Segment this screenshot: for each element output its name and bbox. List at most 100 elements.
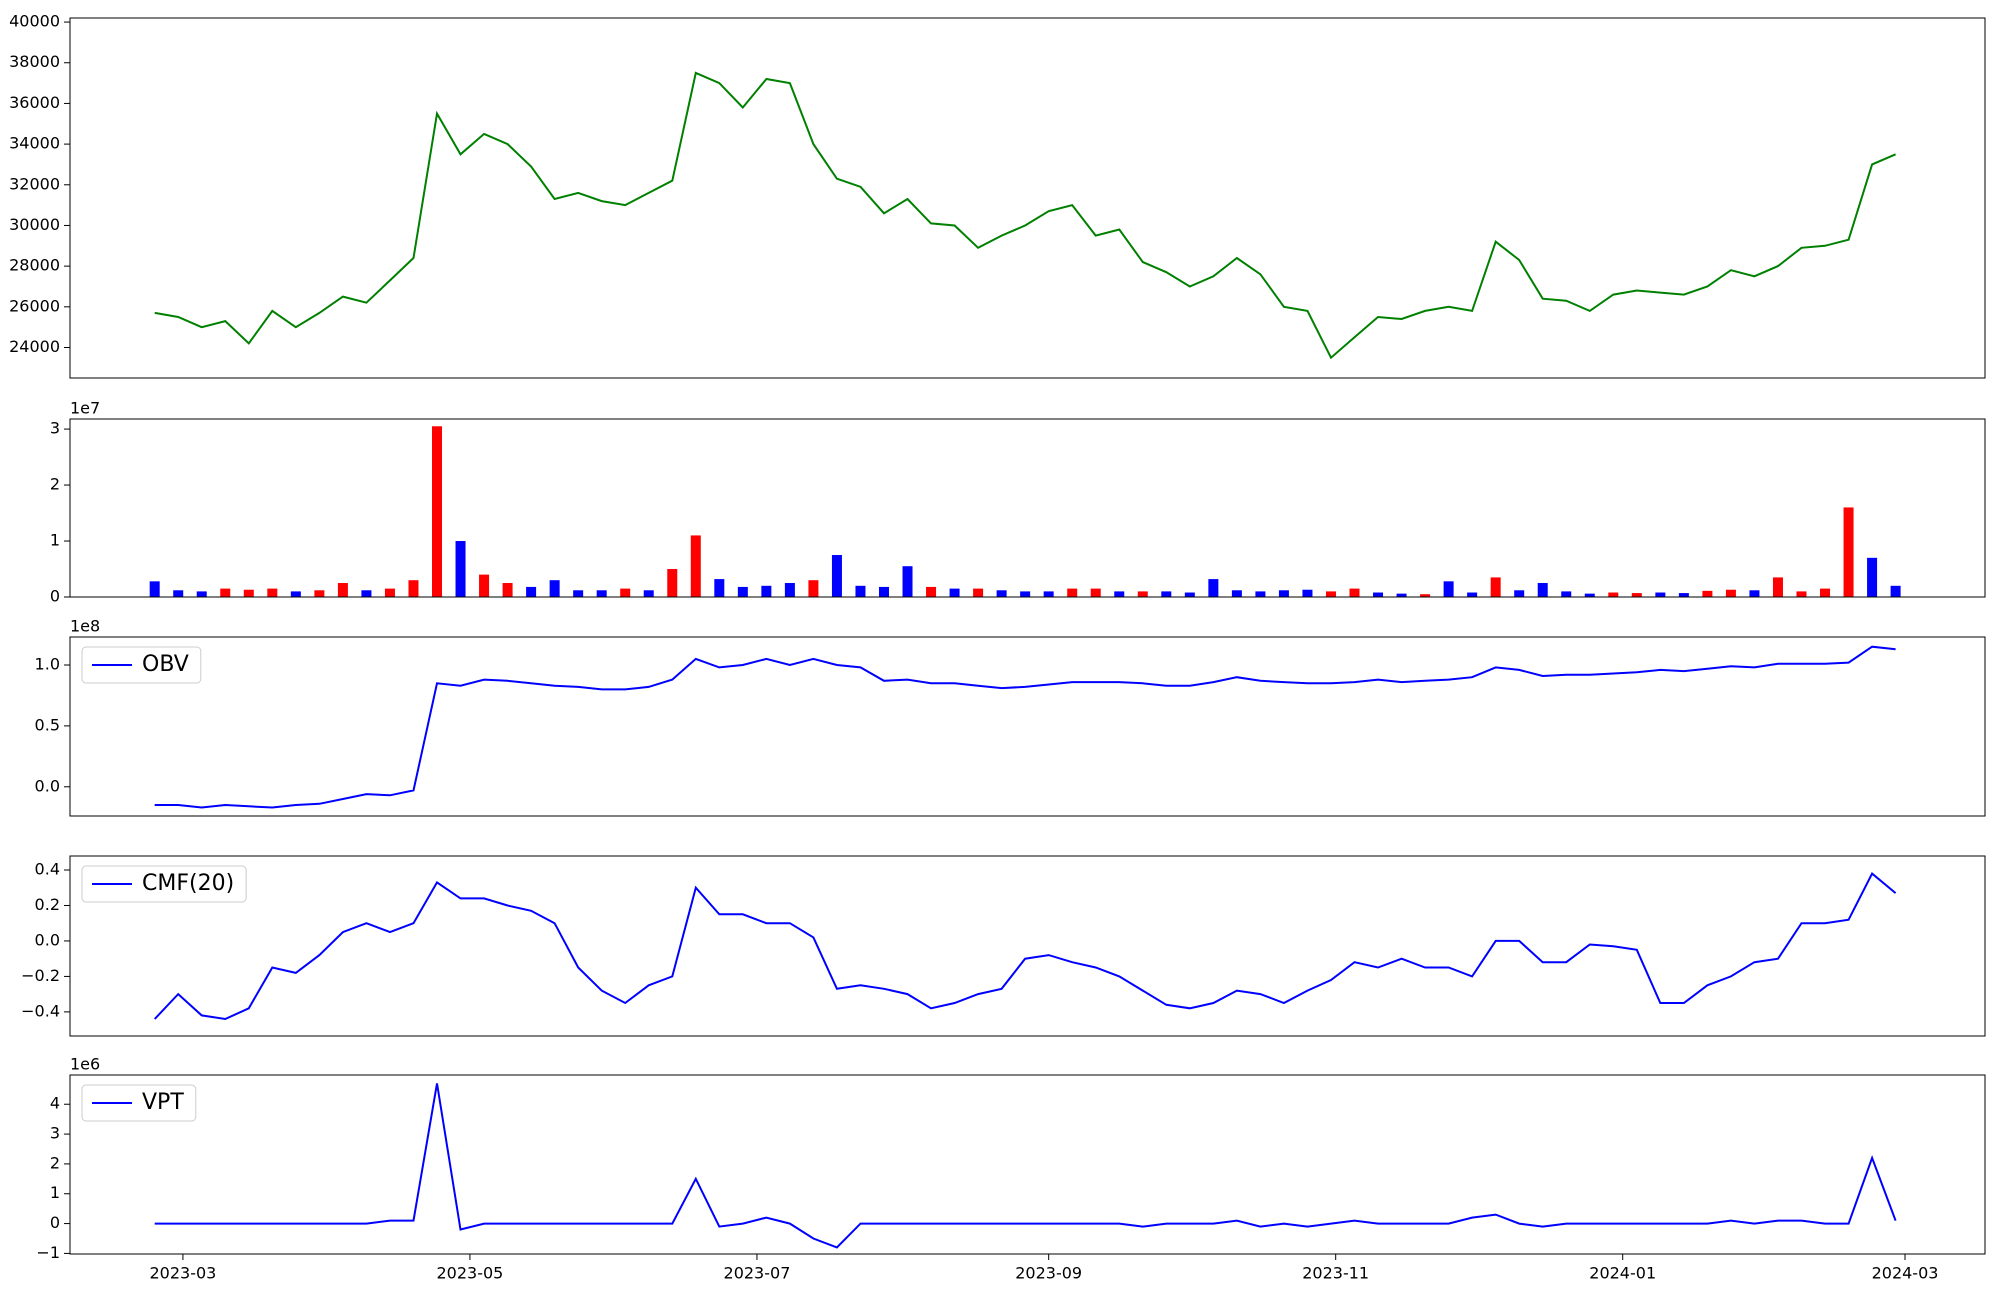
volume-bar — [1208, 579, 1219, 597]
legend-label: CMF(20) — [142, 871, 234, 896]
volume-bar — [1349, 588, 1360, 597]
volume-bar — [902, 566, 913, 597]
volume-bar — [1867, 557, 1878, 597]
y-tick-label: 0.2 — [35, 895, 60, 914]
y-tick-label: 4 — [50, 1094, 60, 1113]
volume-bar — [1278, 590, 1289, 597]
volume-bar — [408, 580, 419, 597]
volume-bar — [1420, 594, 1431, 597]
legend-box — [81, 865, 247, 903]
volume-bar — [1467, 592, 1478, 597]
volume-bar — [1043, 591, 1054, 597]
y-tick-label: 0.4 — [35, 860, 60, 879]
x-tick-label: 2024-03 — [1872, 1264, 1939, 1283]
x-tick-label: 2023-03 — [149, 1264, 216, 1283]
y-offset-label: 1e8 — [70, 617, 100, 636]
volume-bar — [596, 590, 607, 597]
volume-bar — [761, 585, 772, 597]
axes-frame — [69, 17, 1986, 379]
y-tick-label: 1 — [50, 1183, 60, 1202]
panel: 24000 26000 28000 30000 32000 34000 36000 38000… — [9, 12, 1986, 379]
panel: −0.4 −0.2 0.0 0.2 0.4 CMF(20) — [21, 855, 1986, 1037]
volume-bar — [926, 586, 937, 597]
axes-frame — [69, 636, 1986, 817]
y-tick-label: 28000 — [9, 256, 60, 275]
volume-bar — [643, 590, 654, 597]
volume-bar — [831, 555, 842, 597]
volume-bar — [196, 591, 207, 597]
y-tick-label: 0.0 — [35, 930, 60, 949]
volume-bar — [1514, 590, 1525, 597]
volume-bar — [1090, 588, 1101, 597]
volume-bar — [949, 588, 960, 597]
volume-bar — [1373, 592, 1384, 597]
y-tick-label: 38000 — [9, 52, 60, 71]
line — [154, 1083, 1897, 1249]
volume-bar — [620, 588, 631, 597]
line — [153, 872, 1897, 1021]
y-tick-label: 40000 — [9, 12, 60, 31]
volume-bar — [808, 580, 819, 597]
volume-bar — [1184, 592, 1195, 597]
line — [154, 645, 1896, 809]
volume-bar — [1537, 583, 1548, 597]
volume-bar — [1067, 588, 1078, 597]
volume-bar — [337, 583, 348, 597]
volume-bar — [1490, 577, 1501, 597]
x-tick-label: 2023-05 — [437, 1264, 504, 1283]
y-tick-label: 0 — [50, 587, 60, 606]
volume-bar — [690, 535, 701, 597]
y-tick-label: 30000 — [9, 215, 60, 234]
y-tick-label: 36000 — [9, 93, 60, 112]
y-tick-label: 0 — [50, 1213, 60, 1232]
volume-bar — [290, 591, 301, 597]
volume-bar — [1725, 589, 1736, 597]
volume-bar — [1796, 591, 1807, 597]
volume-bar — [220, 588, 231, 597]
line — [154, 71, 1896, 360]
volume-bar — [1655, 592, 1666, 597]
volume-bar — [1020, 591, 1031, 597]
volume-bar — [855, 585, 866, 597]
panel: −1 0 1 2 3 4 1e6 2023-03 2023-05 2023-07 2023-09 20… — [36, 1055, 1986, 1283]
volume-bar — [1820, 588, 1831, 597]
y-tick-label: 1.0 — [35, 655, 60, 674]
volume-bar — [1396, 593, 1407, 597]
legend: VPT — [81, 1084, 197, 1122]
volume-bar — [1678, 593, 1689, 597]
volume-bar — [526, 586, 537, 597]
volume-bar — [1890, 585, 1901, 597]
x-tick-label: 2024-01 — [1589, 1264, 1656, 1283]
volume-bar — [1255, 591, 1266, 597]
y-offset-label: 1e7 — [70, 399, 100, 418]
panel: 0 1 2 3 1e7 — [50, 399, 1986, 606]
x-tick-label: 2023-09 — [1015, 1264, 1082, 1283]
volume-bar — [737, 586, 748, 597]
x-tick-label: 2023-11 — [1302, 1264, 1369, 1283]
volume-bar — [1114, 591, 1125, 597]
legend-label: VPT — [142, 1090, 184, 1115]
volume-bar — [314, 590, 325, 597]
volume-bar — [1608, 592, 1619, 597]
volume-bar — [1137, 591, 1148, 597]
y-tick-label: −0.2 — [21, 966, 60, 985]
volume-bar — [243, 589, 254, 597]
volume-bar — [878, 586, 889, 597]
y-tick-label: 0.5 — [35, 715, 60, 734]
legend: CMF(20) — [81, 865, 247, 903]
volume-bar — [455, 541, 466, 597]
volume-bar — [1231, 590, 1242, 597]
axes-frame — [69, 418, 1986, 598]
legend: OBV — [81, 646, 202, 684]
volume-bar — [1161, 591, 1172, 597]
legend-box — [81, 1084, 197, 1122]
x-tick-label: 2023-07 — [724, 1264, 791, 1283]
axes-frame — [69, 855, 1986, 1037]
volume-bar — [267, 588, 278, 597]
panel: 0.0 0.5 1.0 1e8 OBV — [35, 617, 1986, 817]
volume-bar — [432, 426, 443, 597]
volume-bar — [1561, 591, 1572, 597]
volume-bar — [1702, 590, 1713, 597]
y-tick-label: −1 — [36, 1243, 60, 1262]
